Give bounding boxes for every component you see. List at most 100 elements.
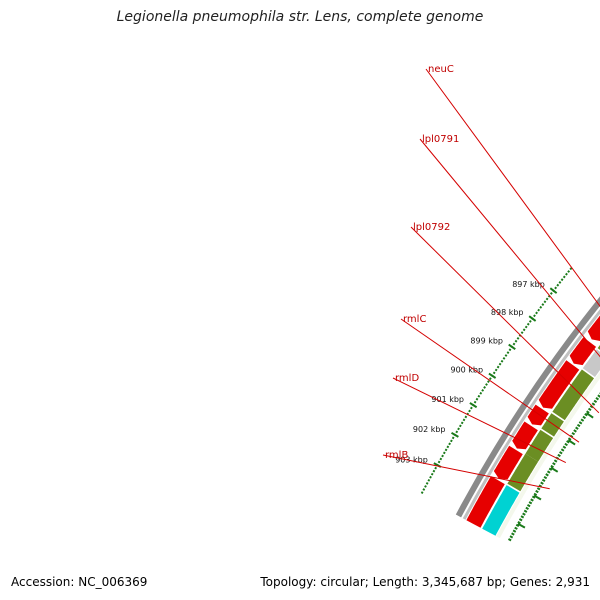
outer-minor-tick — [543, 475, 548, 480]
outer-major-tick — [533, 494, 542, 501]
reverse-gene-block — [525, 429, 554, 462]
minor-tick — [492, 371, 496, 375]
outer-minor-tick — [566, 440, 570, 444]
minor-tick — [506, 351, 510, 355]
minor-tick — [498, 362, 502, 366]
backbone-ring-inner — [462, 309, 600, 520]
outer-minor-tick — [559, 451, 563, 455]
outer-minor-tick — [528, 501, 533, 505]
forward-gene-arrow — [493, 445, 523, 480]
outer-minor-tick — [595, 397, 600, 401]
label-leader-line — [400, 318, 580, 443]
minor-tick — [500, 359, 504, 363]
minor-tick — [539, 305, 543, 309]
minor-tick — [487, 380, 490, 383]
outer-track — [496, 371, 600, 539]
minor-tick — [528, 319, 532, 323]
backbone-layer — [455, 296, 600, 520]
minor-tick — [504, 354, 508, 357]
minor-tick — [545, 297, 549, 301]
tick-label-900: 900 kbp — [450, 366, 483, 375]
gene-label-lpl0792: lpl0792 — [413, 222, 450, 233]
outer-major-tick — [585, 412, 594, 419]
label-leader-line — [410, 226, 600, 414]
minor-tick — [512, 342, 516, 346]
minor-tick — [543, 300, 547, 304]
label-leader-line — [425, 68, 600, 308]
outer-major-tick — [567, 439, 576, 446]
gene-label-rmlB: rmlB — [385, 450, 408, 461]
minor-tick — [565, 272, 568, 276]
outer-minor-tick — [578, 421, 583, 425]
minor-tick — [432, 469, 436, 473]
minor-tick — [520, 331, 524, 335]
minor-tick — [552, 289, 555, 293]
minor-tick — [481, 388, 485, 392]
outer-minor-tick — [550, 464, 554, 469]
minor-tick — [420, 491, 424, 494]
reverse-gene-block — [552, 369, 594, 421]
minor-tick — [547, 294, 551, 298]
minor-tick — [477, 394, 481, 398]
tick-label-898: 898 kbp — [491, 308, 524, 317]
minor-tick — [424, 485, 427, 488]
minor-tick — [430, 472, 434, 476]
outer-minor-tick — [525, 506, 529, 511]
minor-tick — [442, 451, 446, 455]
minor-tick — [569, 267, 573, 271]
label-layer: neuC lpl0791 lpl0792 rmlC rmlD rmlB — [382, 64, 600, 490]
outer-minor-tick — [586, 410, 590, 414]
reverse-gene-block — [541, 413, 564, 437]
minor-tick — [471, 403, 475, 407]
outer-minor-tick — [541, 478, 546, 483]
outer-minor-tick — [553, 459, 558, 463]
minor-tick — [429, 475, 432, 479]
reverse-gene-block — [482, 485, 520, 536]
label-leader-line — [382, 454, 550, 490]
minor-tick — [524, 325, 528, 329]
outer-major-tick — [517, 522, 526, 529]
minor-tick — [526, 322, 530, 326]
genome-summary-text: Topology: circular; Length: 3,345,687 bp… — [258, 574, 592, 590]
outer-minor-tick — [517, 520, 521, 525]
minor-tick — [422, 488, 426, 491]
gene-label-lpl0791: lpl0791 — [422, 134, 459, 145]
minor-tick — [537, 308, 541, 312]
outer-minor-tick — [589, 405, 594, 409]
outer-minor-tick — [560, 448, 565, 452]
gene-label-rmlD: rmlD — [395, 373, 419, 384]
forward-gene-arrow — [538, 360, 580, 409]
minor-tick — [444, 448, 448, 452]
outer-minor-tick — [535, 489, 539, 494]
minor-tick — [470, 406, 473, 410]
minor-tick — [533, 314, 536, 318]
minor-tick — [567, 270, 571, 273]
tick-label-902: 902 kbp — [413, 425, 446, 434]
outer-minor-tick — [548, 467, 553, 471]
minor-tick — [460, 421, 464, 425]
outer-minor-tick — [545, 473, 549, 477]
minor-tick — [457, 427, 460, 431]
outer-minor-tick — [533, 492, 538, 496]
outer-minor-tick — [540, 481, 544, 485]
minor-tick — [439, 457, 443, 461]
minor-tick — [556, 283, 560, 287]
outer-minor-tick — [593, 399, 598, 404]
outer-minor-tick — [575, 426, 579, 430]
minor-tick — [427, 478, 431, 482]
tick-label-899: 899 kbp — [470, 337, 503, 346]
minor-tick — [516, 336, 520, 340]
outer-minor-tick — [523, 509, 528, 513]
minor-tick — [560, 278, 564, 282]
minor-tick — [475, 397, 479, 401]
minor-tick — [464, 415, 468, 419]
outer-minor-tick — [564, 442, 568, 447]
minor-tick — [488, 377, 492, 381]
outer-minor-tick — [571, 431, 576, 436]
minor-tick — [479, 391, 483, 395]
outer-minor-tick — [573, 429, 577, 433]
outer-minor-tick — [552, 462, 556, 466]
minor-tick — [496, 365, 500, 369]
forward-gene-arrow — [512, 421, 538, 450]
outer-minor-tick — [546, 470, 551, 474]
